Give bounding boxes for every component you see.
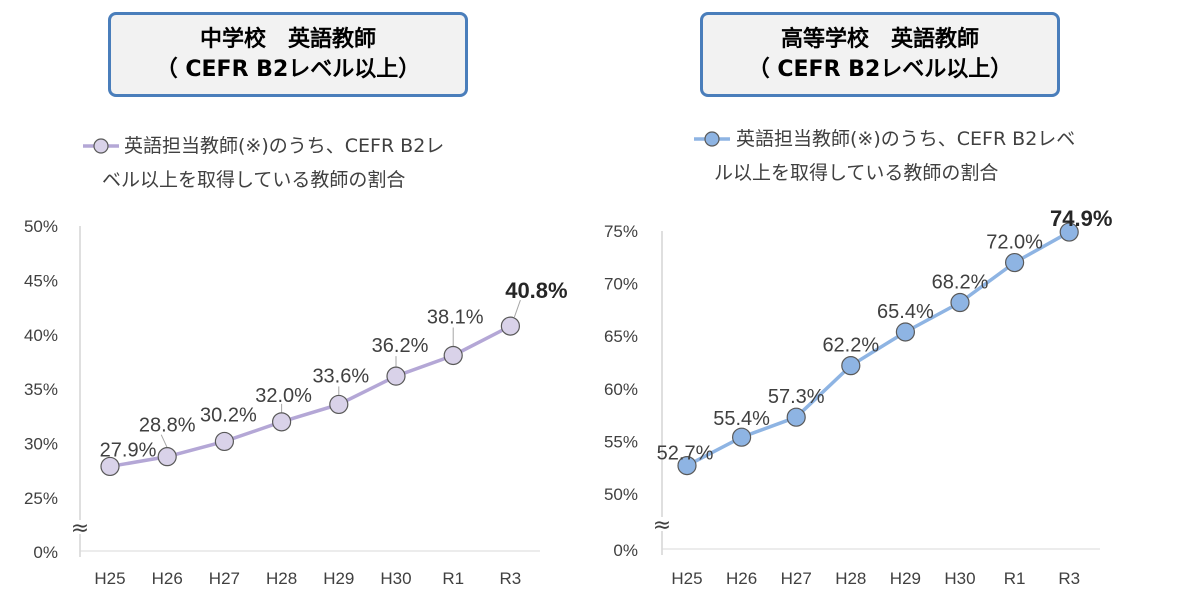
chart2-x-tick-label: H25 xyxy=(671,569,702,588)
chart2-x-tick-label: H28 xyxy=(835,569,866,588)
chart2-legend-text-line2: ル以上を取得している教師の割合 xyxy=(714,162,998,184)
chart1-data-point xyxy=(272,412,292,432)
chart2-data-label: 55.4% xyxy=(713,408,770,430)
chart1-data-point xyxy=(386,366,406,386)
chart2-axis-break-mark: ≈ xyxy=(653,513,671,538)
chart2-data-point xyxy=(841,356,861,376)
chart1-data-point xyxy=(443,345,463,366)
chart2-data-label: 72.0% xyxy=(986,232,1043,254)
chart1-data-label: 38.1% xyxy=(427,306,484,328)
chart2-x-tick-label: H26 xyxy=(726,569,757,588)
chart2-x-tick-label: R3 xyxy=(1058,569,1080,588)
chart2-x-tick-label: H30 xyxy=(944,569,975,588)
chart2-y-tick-label: 75% xyxy=(604,222,638,241)
chart1-data-label: 36.2% xyxy=(372,335,429,357)
chart1-data-label: 33.6% xyxy=(312,365,369,387)
chart1-data-label: 30.2% xyxy=(200,404,257,426)
chart2-y-tick-label: 65% xyxy=(604,327,638,346)
chart2-legend-text-line1: 英語担当教師(※)のうち、CEFR B2レベ xyxy=(736,128,1075,150)
chart1-x-tick-label: H27 xyxy=(209,569,240,588)
chart1-y-tick-label: 40% xyxy=(24,326,58,345)
chart2-x-tick-label: H29 xyxy=(890,569,921,588)
chart2-title-line2: （ CEFR B2レベル以上） xyxy=(747,56,1013,82)
chart1-title-box: 中学校 英語教師 （ CEFR B2レベル以上） xyxy=(108,12,468,97)
chart1-data-point xyxy=(100,456,120,477)
chart1-y-tick-label: 0% xyxy=(33,543,58,562)
chart1-y-tick-label: 50% xyxy=(24,217,58,236)
chart2-data-point xyxy=(1004,252,1025,273)
chart1-series-line xyxy=(109,324,512,469)
chart1-data-label: 40.8% xyxy=(505,278,567,303)
chart1-data-point xyxy=(157,447,177,467)
chart2-axis-break-mask xyxy=(652,517,672,531)
chart1-data-point xyxy=(214,431,234,452)
chart1-data-point xyxy=(500,316,520,336)
chart1-y-tick-label: 35% xyxy=(24,380,58,399)
chart1-data-label: 28.8% xyxy=(139,415,196,437)
chart2-data-point xyxy=(677,455,697,476)
chart2-y-tick-label: 60% xyxy=(604,380,638,399)
chart2-y-tick-label: 50% xyxy=(604,485,638,504)
chart1-x-tick-label: R3 xyxy=(500,569,522,588)
chart1-label-leader-line xyxy=(160,434,168,448)
chart2-data-point xyxy=(895,322,916,342)
chart1-y-tick-label: 45% xyxy=(24,271,58,290)
chart2-data-label: 57.3% xyxy=(768,386,825,408)
chart2-y-tick-label: 70% xyxy=(604,275,638,294)
chart1-y-tick-label: 25% xyxy=(24,489,58,508)
chart1-legend-text-line1: 英語担当教師(※)のうち、CEFR B2レ xyxy=(124,135,444,157)
chart1-x-tick-label: H26 xyxy=(152,569,183,588)
chart1-axis-break-mark: ≈ xyxy=(71,516,89,541)
chart1-legend-text-line2: ベル以上を取得している教師の割合 xyxy=(102,169,405,191)
chart2-data-label: 52.7% xyxy=(657,443,714,465)
chart1-legend-marker xyxy=(93,138,109,154)
chart1-axis-break-mask xyxy=(70,520,90,534)
chart2-title-box: 高等学校 英語教師 （ CEFR B2レベル以上） xyxy=(700,12,1060,97)
chart2-y-tick-label: 55% xyxy=(604,432,638,451)
chart2-data-point xyxy=(731,427,752,447)
chart1-x-tick-label: H30 xyxy=(380,569,411,588)
chart2-data-label: 68.2% xyxy=(932,272,989,294)
chart2-title-line1: 高等学校 英語教師 xyxy=(780,26,979,52)
chart2-data-point xyxy=(950,292,970,313)
chart2-legend-marker xyxy=(704,131,720,147)
chart1-data-label: 32.0% xyxy=(255,385,312,407)
chart2-data-label: 74.9% xyxy=(1050,206,1112,231)
chart2-data-label: 65.4% xyxy=(877,301,934,323)
chart1-x-tick-label: H28 xyxy=(266,569,297,588)
chart2-data-point xyxy=(1059,222,1079,242)
chart1-x-tick-label: R1 xyxy=(442,569,464,588)
chart1-title-line1: 中学校 英語教師 xyxy=(199,26,376,52)
chart2-data-label: 62.2% xyxy=(822,335,879,357)
chart1-data-point xyxy=(329,394,349,415)
chart2-x-tick-label: H27 xyxy=(781,569,812,588)
chart2-data-point xyxy=(786,407,806,427)
chart1-label-leader-line xyxy=(513,299,521,318)
chart1-x-tick-label: H29 xyxy=(323,569,354,588)
chart1-y-tick-label: 30% xyxy=(24,435,58,454)
chart2-y-tick-label: 0% xyxy=(613,541,638,560)
chart1-x-tick-label: H25 xyxy=(94,569,125,588)
chart2-x-tick-label: R1 xyxy=(1004,569,1026,588)
chart1-title-line2: （ CEFR B2レベル以上） xyxy=(155,56,421,82)
chart2-series-line xyxy=(686,230,1071,468)
chart1-data-label: 27.9% xyxy=(100,439,157,461)
